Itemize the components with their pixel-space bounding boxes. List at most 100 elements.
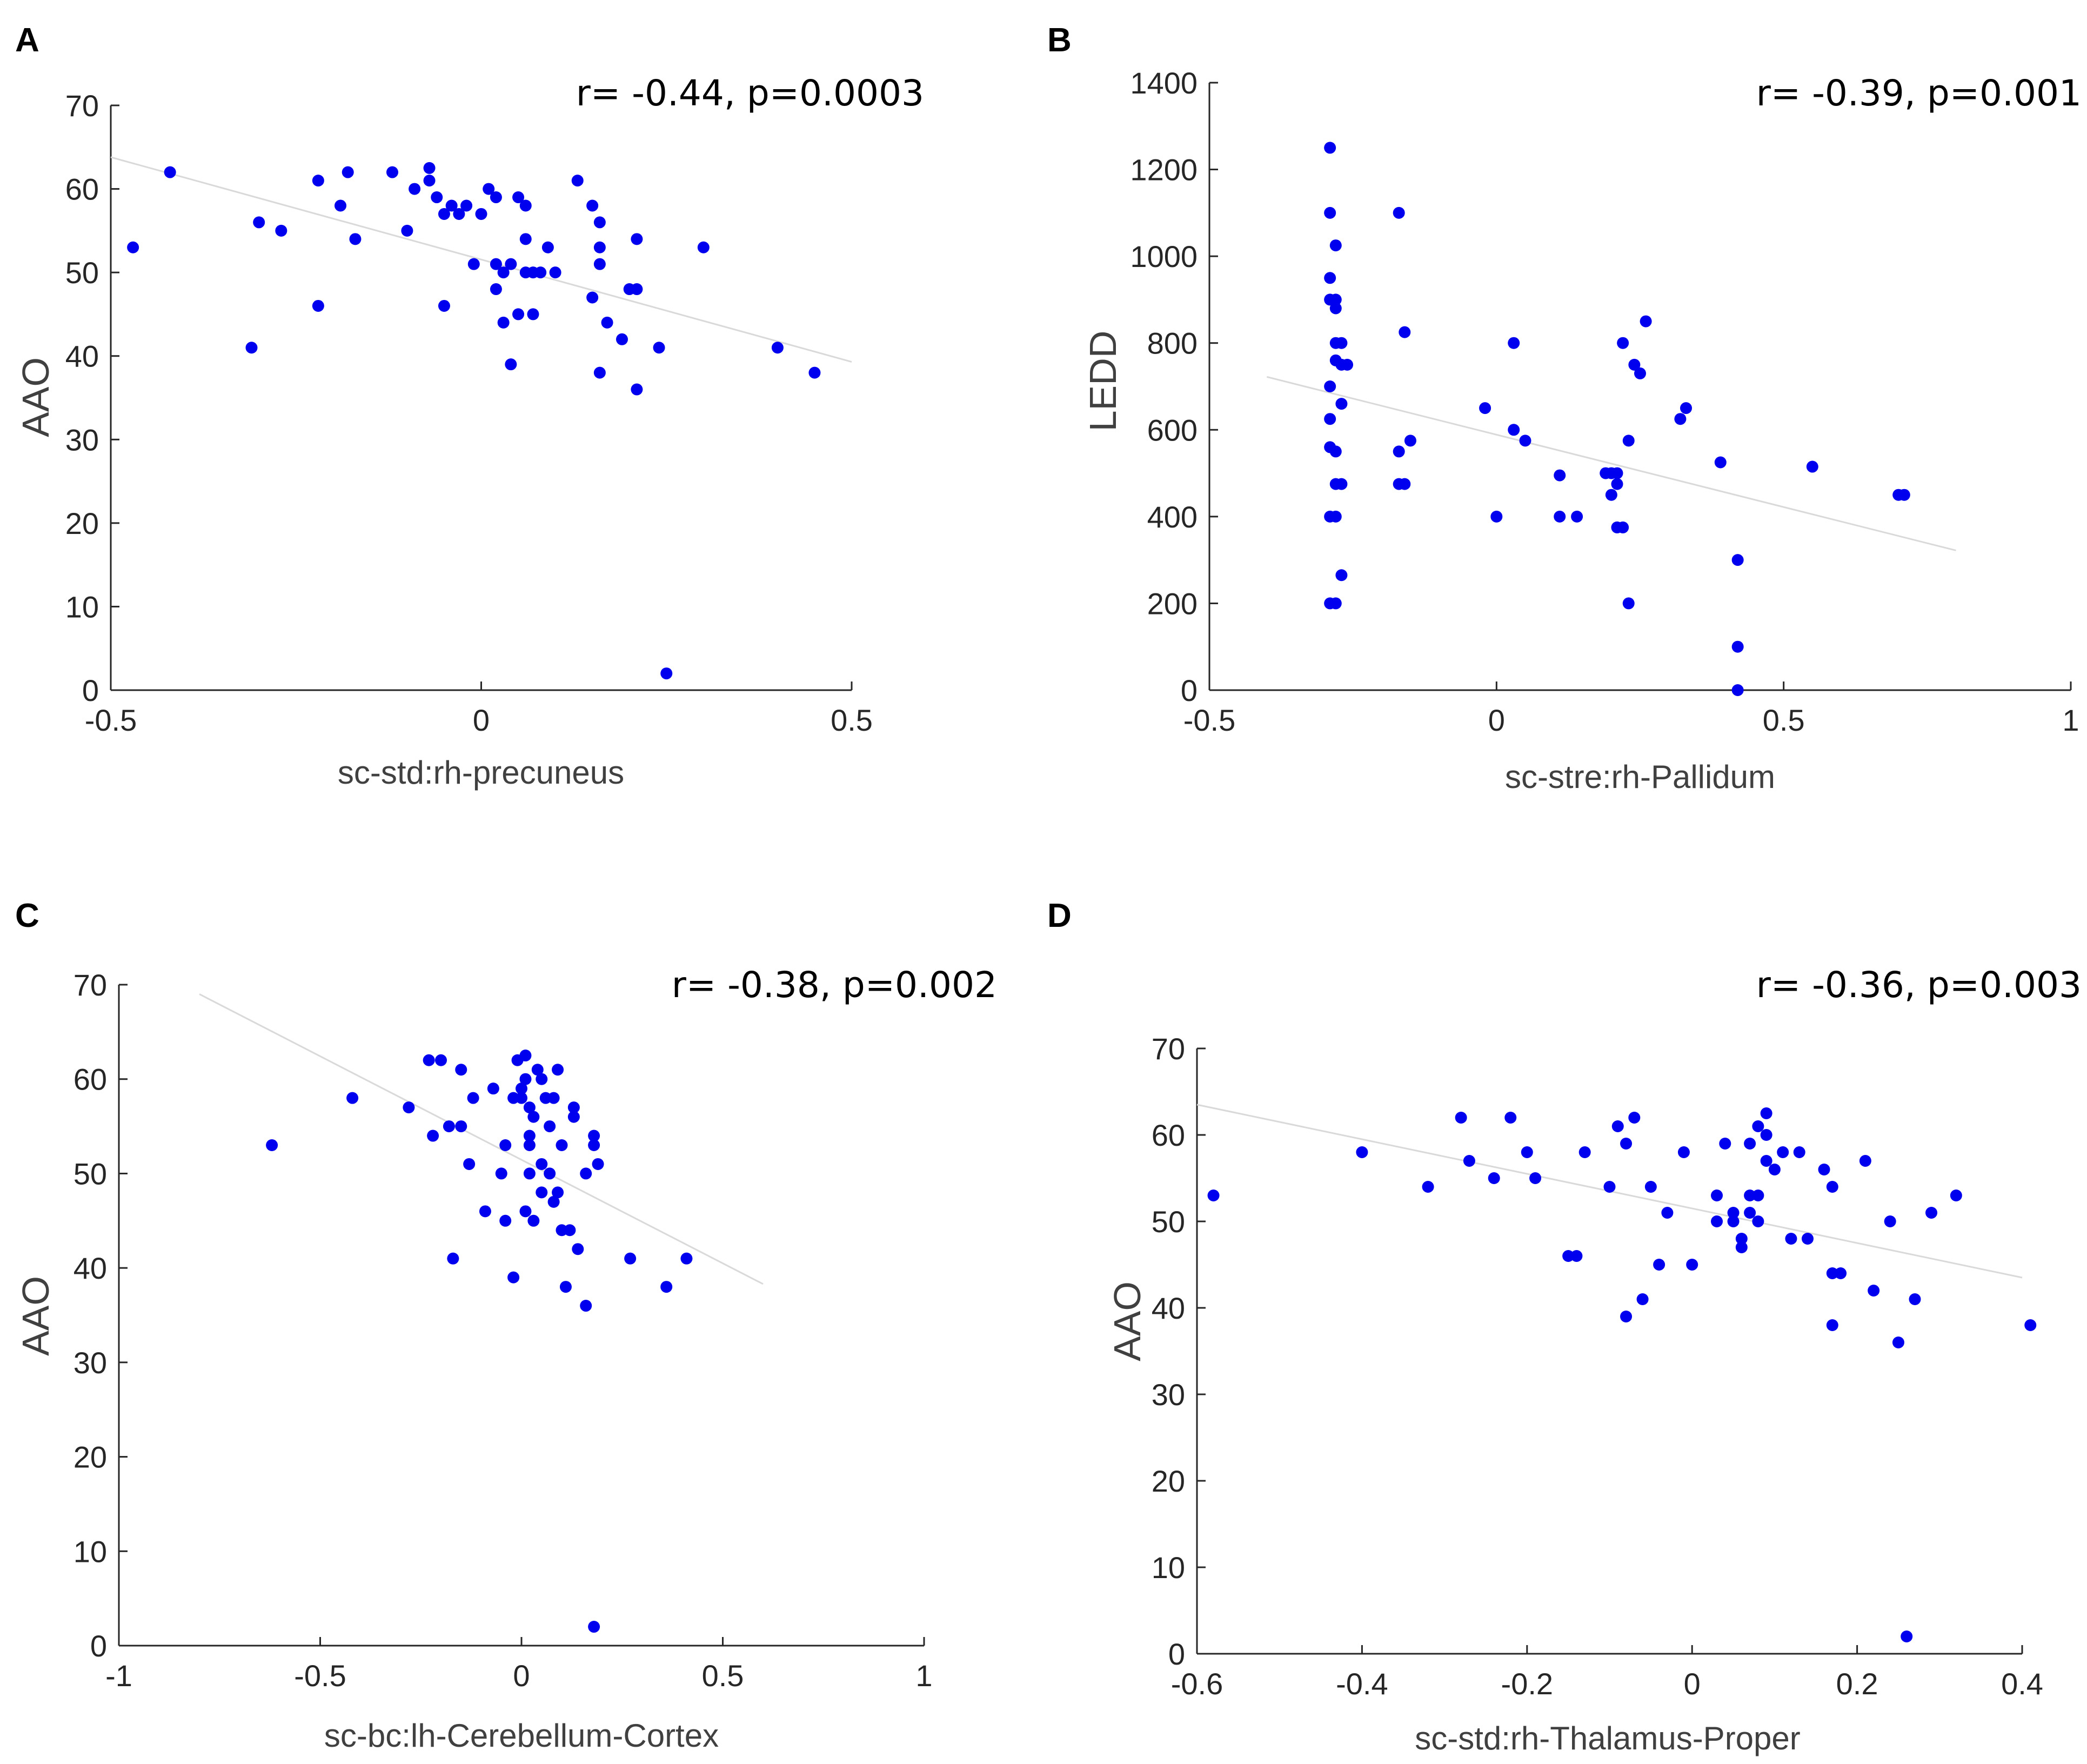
data-point <box>1620 1138 1633 1150</box>
data-point <box>1578 1146 1591 1158</box>
data-point <box>527 1111 540 1123</box>
data-point <box>1490 510 1503 523</box>
y-tick-label: 200 <box>1147 586 1198 620</box>
data-point <box>1628 1112 1641 1124</box>
panel-letter-d: D <box>1047 897 1072 934</box>
data-point <box>1324 380 1336 392</box>
data-point <box>1341 358 1354 371</box>
data-point <box>1760 1129 1772 1141</box>
data-point <box>588 1621 600 1633</box>
data-point <box>523 1167 536 1180</box>
y-tick-label: 40 <box>65 339 99 373</box>
data-point <box>1727 1215 1740 1227</box>
y-tick-label: 10 <box>65 590 99 624</box>
data-point <box>401 224 413 237</box>
data-point <box>427 1130 439 1142</box>
data-point <box>593 258 606 270</box>
data-point <box>266 1139 278 1152</box>
data-point <box>1571 510 1583 523</box>
data-point <box>1677 1146 1690 1158</box>
x-axis-label: sc-bc:lh-Cerebellum-Cortex <box>324 1718 719 1754</box>
data-point <box>1680 402 1693 415</box>
data-point <box>519 1205 532 1218</box>
data-point <box>127 241 139 253</box>
panel-letter-a: A <box>15 22 39 59</box>
data-point <box>1892 1337 1904 1348</box>
data-point <box>1529 1172 1542 1184</box>
data-point <box>593 241 606 253</box>
data-point <box>1634 367 1646 379</box>
data-point <box>1731 640 1744 653</box>
data-point <box>1508 337 1520 349</box>
x-tick-label: -0.5 <box>1183 703 1236 737</box>
y-tick-label: 0 <box>1168 1637 1185 1671</box>
x-tick-label: -0.4 <box>1336 1667 1388 1701</box>
y-tick-label: 10 <box>1152 1551 1185 1585</box>
data-point <box>445 199 458 212</box>
data-point <box>1711 1190 1723 1201</box>
x-tick-label: -0.2 <box>1501 1667 1554 1701</box>
x-tick-label: -0.6 <box>1171 1667 1223 1701</box>
data-point <box>312 299 324 312</box>
data-point <box>1801 1233 1814 1245</box>
data-point <box>1335 569 1348 582</box>
y-tick-label: 1000 <box>1130 239 1198 273</box>
data-point <box>1611 1120 1624 1132</box>
y-tick-label: 0 <box>90 1629 107 1663</box>
y-tick-label: 70 <box>73 968 107 1002</box>
x-tick-label: 0.5 <box>831 703 873 737</box>
data-point <box>1835 1267 1847 1279</box>
data-point <box>455 1120 467 1133</box>
y-tick-label: 10 <box>73 1534 107 1568</box>
x-axis-label: sc-stre:rh-Pallidum <box>1505 759 1775 795</box>
data-point <box>438 299 450 312</box>
data-point <box>2024 1319 2037 1331</box>
y-tick-label: 30 <box>1152 1378 1185 1412</box>
data-point <box>460 199 473 212</box>
data-point <box>490 191 502 204</box>
data-point <box>547 1195 560 1208</box>
data-point <box>523 1139 536 1152</box>
data-point <box>1554 510 1566 523</box>
data-point <box>1393 206 1405 219</box>
data-point <box>1617 521 1629 533</box>
y-tick-label: 50 <box>73 1157 107 1191</box>
data-point <box>1653 1259 1665 1271</box>
data-point <box>571 175 584 187</box>
data-point <box>1925 1207 1938 1219</box>
data-point <box>1324 206 1336 219</box>
data-point <box>680 1252 693 1265</box>
data-point <box>342 166 354 178</box>
data-point <box>544 1120 556 1133</box>
data-point <box>531 1064 544 1076</box>
x-tick-label: -0.5 <box>294 1659 346 1693</box>
y-tick-label: 0 <box>1181 673 1198 707</box>
data-point <box>1859 1155 1871 1167</box>
data-point <box>1818 1164 1830 1175</box>
data-point <box>544 1167 556 1180</box>
data-point <box>1463 1155 1475 1167</box>
data-point <box>1785 1233 1797 1245</box>
x-tick-label: 0 <box>1488 703 1505 737</box>
data-point <box>253 216 265 229</box>
y-axis-label: AAO <box>1106 1281 1148 1361</box>
data-point <box>572 1243 584 1255</box>
data-point <box>523 1101 536 1114</box>
x-tick-label: 0.2 <box>1836 1667 1878 1701</box>
y-tick-label: 20 <box>1152 1464 1185 1498</box>
data-point <box>588 1139 600 1152</box>
data-point <box>1399 326 1411 338</box>
data-point <box>505 358 517 371</box>
data-point <box>586 291 599 304</box>
data-point <box>1868 1285 1880 1297</box>
data-point <box>479 1205 491 1218</box>
data-point <box>1644 1181 1657 1193</box>
data-point <box>497 316 510 329</box>
data-point <box>1752 1215 1764 1227</box>
y-tick-label: 50 <box>1152 1205 1185 1239</box>
data-point <box>1617 337 1629 349</box>
data-point <box>1719 1138 1731 1150</box>
regression-line <box>110 156 852 363</box>
y-tick-label: 40 <box>1152 1291 1185 1325</box>
